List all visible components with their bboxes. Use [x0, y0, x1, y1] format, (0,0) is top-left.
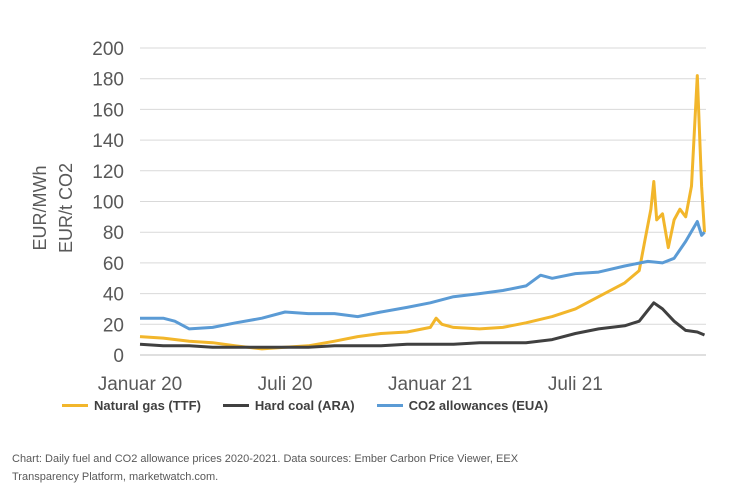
x-tick-label: Januar 20: [98, 374, 183, 395]
y-axis-label-line2: EUR/t CO2: [56, 163, 76, 253]
series-lines: [139, 74, 706, 351]
legend-item: Natural gas (TTF): [62, 398, 201, 413]
series-line: [139, 74, 706, 351]
y-tick-label: 40: [103, 285, 124, 306]
y-tick-label: 100: [92, 193, 124, 214]
x-tick-label: Juli 21: [548, 374, 603, 395]
y-tick-label: 160: [92, 100, 124, 121]
y-tick-label: 120: [92, 162, 124, 183]
y-tick-label: 200: [92, 39, 124, 60]
legend-swatch: [376, 404, 403, 407]
legend-label: Natural gas (TTF): [94, 398, 201, 413]
x-tick-label: Juli 20: [258, 374, 313, 395]
y-tick-label: 140: [92, 131, 124, 152]
grid-lines: [140, 47, 706, 356]
y-tick-label: 20: [103, 315, 124, 336]
x-tick-label: Januar 21: [388, 374, 473, 395]
chart-caption: Chart: Daily fuel and CO2 allowance pric…: [12, 453, 519, 483]
legend-item: Hard coal (ARA): [222, 398, 355, 413]
legend-item: CO2 allowances (EUA): [376, 398, 549, 413]
x-tick-labels: Januar 20 Juli 20 Januar 21 Juli 21: [98, 374, 603, 395]
chart-legend: Natural gas (TTF) Hard coal (ARA) CO2 allo…: [62, 398, 548, 413]
legend-label: CO2 allowances (EUA): [408, 398, 549, 413]
series-line: [139, 301, 706, 349]
y-tick-label: 180: [92, 70, 124, 91]
y-tick-label: 60: [103, 254, 124, 275]
chart-plot: 0 20 40 60 80 100 120 140 160 180 200 Januar 20 Jul…: [30, 39, 706, 395]
y-tick-labels: 0 20 40 60 80 100 120 140 160 180 200: [92, 39, 124, 367]
y-tick-label: 80: [103, 223, 124, 244]
legend-swatch: [222, 404, 249, 407]
series-line: [140, 220, 706, 331]
y-axis-label-line1: EUR/MWh: [30, 166, 50, 251]
legend-swatch: [62, 404, 88, 407]
y-tick-label: 0: [113, 346, 124, 367]
legend-label: Hard coal (ARA): [254, 398, 355, 413]
